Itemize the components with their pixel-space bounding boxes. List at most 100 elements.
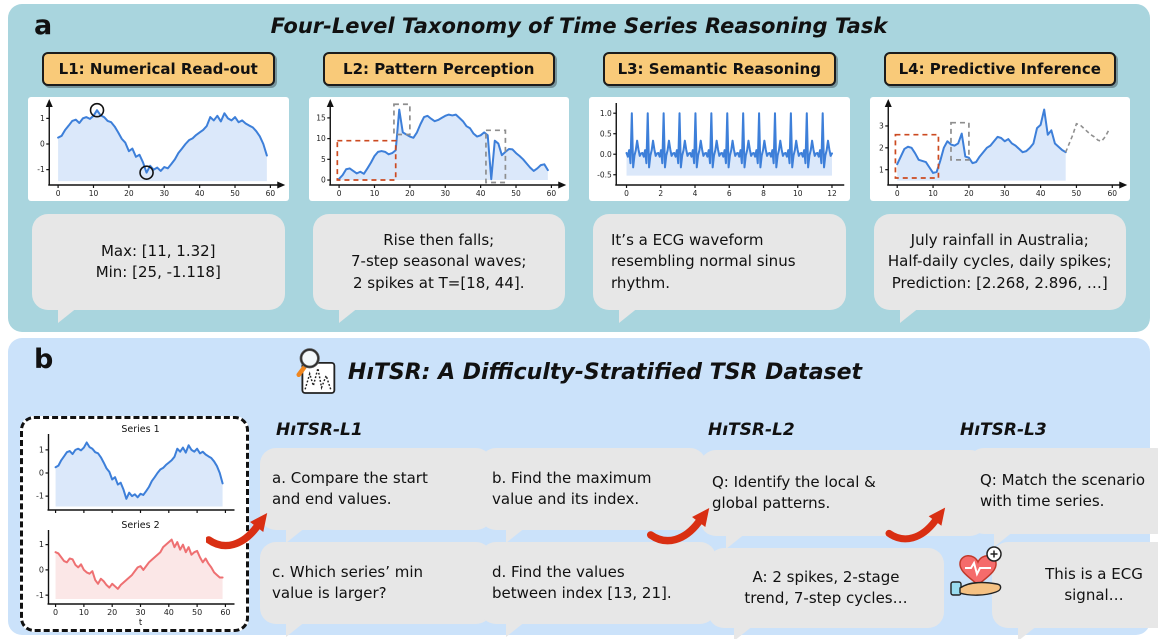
svg-text:1: 1 bbox=[878, 165, 883, 174]
level-column-l1: L1: Numerical Read-out 0 10 20 30 40 50 60 -1 0 1… bbox=[28, 52, 289, 323]
sample-series-box: -1 0 1 Series 1 0 10 20 30 40 50 60 -1 0 1 Series 2 t bbox=[20, 416, 249, 632]
heart-ecg-hand-icon bbox=[950, 546, 1002, 596]
panel-a-label: a bbox=[34, 10, 53, 41]
l4-speech-bubble: July rainfall in Australia; Half-daily c… bbox=[873, 214, 1126, 323]
l4-forecast-chart: 0 10 20 30 40 50 60 1 2 3 bbox=[878, 99, 1127, 198]
series1-chart: -1 0 1 Series 1 bbox=[36, 424, 235, 513]
svg-text:0: 0 bbox=[53, 608, 58, 617]
svg-text:30: 30 bbox=[159, 189, 169, 198]
l1-line-chart: 0 10 20 30 40 50 60 -1 0 1 bbox=[37, 99, 286, 198]
level-column-l4: L4: Predictive Inference 0 10 20 30 40 50 60 1 2… bbox=[869, 52, 1130, 323]
l4-chart-card: 0 10 20 30 40 50 60 1 2 3 bbox=[869, 97, 1130, 201]
l1-question-b-bubble: b. Find the maximum value and its index. bbox=[480, 448, 706, 543]
svg-text:0: 0 bbox=[336, 189, 341, 198]
svg-text:30: 30 bbox=[999, 189, 1009, 198]
l3-chart-card: 0 2 4 6 8 10 12 -0.5 0.0 0.5 1.0 bbox=[589, 97, 850, 201]
panel-b-title: HıTSR: A Difficulty-Stratified TSR Datas… bbox=[347, 359, 863, 385]
l2-chart-card: 0 10 20 30 40 50 60 0 5 10 15 bbox=[308, 97, 569, 201]
l4-level-box: L4: Predictive Inference bbox=[883, 52, 1116, 86]
svg-text:3: 3 bbox=[878, 122, 883, 131]
svg-text:6: 6 bbox=[727, 189, 732, 198]
svg-text:30: 30 bbox=[135, 608, 145, 617]
svg-text:20: 20 bbox=[107, 608, 117, 617]
svg-text:12: 12 bbox=[827, 189, 837, 198]
hitsr-l1-heading: HıTSR-L1 bbox=[276, 420, 363, 440]
svg-text:2: 2 bbox=[878, 143, 883, 152]
svg-text:40: 40 bbox=[475, 189, 485, 198]
hitsr-l2-heading: HıTSR-L2 bbox=[708, 420, 795, 440]
svg-text:60: 60 bbox=[546, 189, 556, 198]
svg-text:10: 10 bbox=[928, 189, 938, 198]
svg-text:60: 60 bbox=[1107, 189, 1117, 198]
svg-text:-1: -1 bbox=[37, 165, 45, 174]
level-column-l3: L3: Semantic Reasoning 0 2 4 6 8 10 12 -0.5 0.0 0… bbox=[589, 52, 850, 323]
svg-text:10: 10 bbox=[79, 608, 89, 617]
svg-text:0: 0 bbox=[894, 189, 899, 198]
svg-text:4: 4 bbox=[693, 189, 698, 198]
panel-b-label: b bbox=[34, 344, 54, 375]
panel-b-title-row: HıTSR: A Difficulty-Stratified TSR Datas… bbox=[8, 346, 1150, 398]
svg-text:-1: -1 bbox=[36, 591, 44, 600]
svg-text:8: 8 bbox=[761, 189, 766, 198]
svg-text:t: t bbox=[139, 618, 143, 628]
svg-text:10: 10 bbox=[369, 189, 379, 198]
svg-text:0: 0 bbox=[40, 140, 45, 149]
panel-a-title: Four-Level Taxonomy of Time Series Reaso… bbox=[270, 14, 888, 38]
svg-text:40: 40 bbox=[1035, 189, 1045, 198]
svg-text:0: 0 bbox=[39, 565, 44, 574]
level-column-l2: L2: Pattern Perception 0 10 20 30 40 50 60 0 5 10… bbox=[308, 52, 569, 323]
svg-text:50: 50 bbox=[230, 189, 240, 198]
taxonomy-columns: L1: Numerical Read-out 0 10 20 30 40 50 60 -1 0 1… bbox=[28, 52, 1130, 323]
l2-level-box: L2: Pattern Perception bbox=[322, 52, 555, 86]
svg-text:10: 10 bbox=[89, 189, 99, 198]
svg-text:1: 1 bbox=[40, 114, 45, 123]
l3-answer-bubble: This is a ECG signal… bbox=[992, 542, 1158, 639]
svg-text:10: 10 bbox=[316, 134, 326, 143]
l1-question-a-bubble: a. Compare the start and end values. bbox=[260, 448, 492, 543]
arrow-chart-to-l1 bbox=[206, 513, 268, 550]
panel-b-dataset: b HıTSR: A Difficulty-Stratified TSR Dat… bbox=[8, 338, 1158, 639]
l2-speech-bubble: Rise then falls; 7-step seasonal waves; … bbox=[312, 214, 565, 323]
svg-text:0: 0 bbox=[320, 176, 325, 185]
magnifier-chart-icon bbox=[296, 348, 336, 394]
svg-text:40: 40 bbox=[164, 608, 174, 617]
arrow-l2-to-l3 bbox=[885, 507, 946, 543]
l1-speech-bubble: Max: [11, 1.32] Min: [25, -1.118] bbox=[32, 214, 285, 323]
l1-level-box: L1: Numerical Read-out bbox=[42, 52, 275, 86]
l1-chart-card: 0 10 20 30 40 50 60 -1 0 1 bbox=[28, 97, 289, 201]
l3-ecg-chart: 0 2 4 6 8 10 12 -0.5 0.0 0.5 1.0 bbox=[597, 103, 845, 198]
svg-text:5: 5 bbox=[320, 155, 325, 164]
svg-text:2: 2 bbox=[658, 189, 663, 198]
svg-text:50: 50 bbox=[192, 608, 202, 617]
svg-text:10: 10 bbox=[793, 189, 803, 198]
svg-text:Series 1: Series 1 bbox=[121, 424, 159, 435]
svg-text:0.0: 0.0 bbox=[600, 150, 612, 159]
svg-text:1.0: 1.0 bbox=[600, 109, 612, 118]
svg-text:50: 50 bbox=[1071, 189, 1081, 198]
svg-text:0: 0 bbox=[56, 189, 61, 198]
svg-text:-1: -1 bbox=[36, 492, 44, 501]
svg-text:20: 20 bbox=[124, 189, 134, 198]
l1-question-d-bubble: d. Find the values between index [13, 21… bbox=[480, 542, 716, 637]
l2-line-chart: 0 10 20 30 40 50 60 0 5 10 15 bbox=[316, 99, 566, 198]
l1-question-c-bubble: c. Which series’ min value is larger? bbox=[260, 542, 492, 637]
svg-text:40: 40 bbox=[195, 189, 205, 198]
svg-text:0.5: 0.5 bbox=[600, 129, 612, 138]
arrow-l1-to-l2 bbox=[646, 507, 710, 545]
svg-text:1: 1 bbox=[39, 540, 44, 549]
svg-text:-0.5: -0.5 bbox=[597, 170, 612, 179]
svg-text:30: 30 bbox=[440, 189, 450, 198]
svg-text:50: 50 bbox=[511, 189, 521, 198]
svg-text:0: 0 bbox=[624, 189, 629, 198]
svg-text:20: 20 bbox=[964, 189, 974, 198]
l3-question-bubble: Q: Match the scenario with time series. bbox=[968, 448, 1158, 547]
series2-chart: 0 10 20 30 40 50 60 -1 0 1 Series 2 t bbox=[36, 520, 235, 628]
svg-text:1: 1 bbox=[39, 445, 44, 454]
svg-text:60: 60 bbox=[220, 608, 230, 617]
svg-text:0: 0 bbox=[39, 469, 44, 478]
l3-level-box: L3: Semantic Reasoning bbox=[603, 52, 836, 86]
svg-text:Series 2: Series 2 bbox=[121, 520, 159, 531]
svg-text:20: 20 bbox=[405, 189, 415, 198]
svg-text:15: 15 bbox=[316, 114, 326, 123]
